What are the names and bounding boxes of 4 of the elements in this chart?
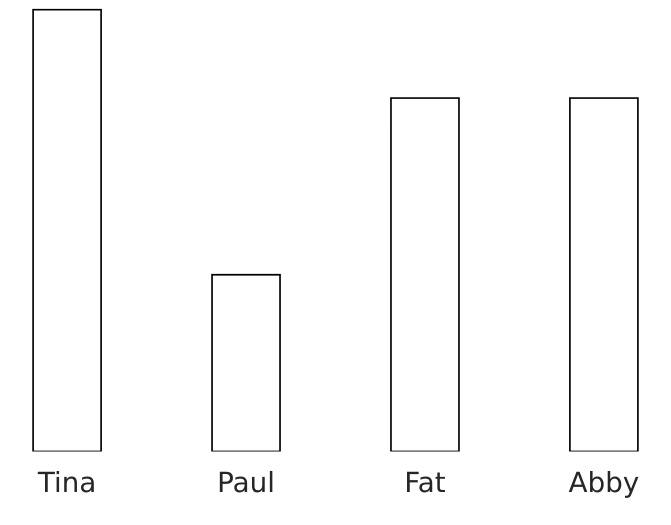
x-tick-label: Fat xyxy=(407,472,445,492)
x-tick-label: Abby xyxy=(568,470,638,498)
x-tick-label: Tina xyxy=(38,470,94,492)
x-tick-label: Paul xyxy=(220,470,272,492)
